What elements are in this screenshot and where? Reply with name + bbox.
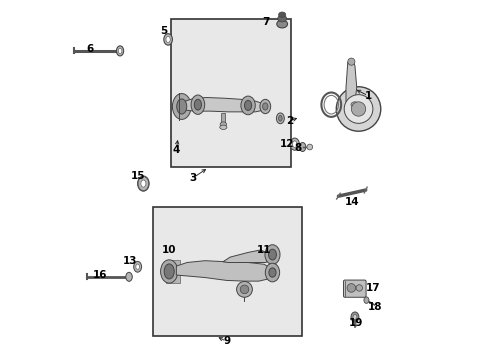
Ellipse shape	[136, 264, 139, 270]
Ellipse shape	[265, 263, 279, 282]
Ellipse shape	[191, 95, 204, 114]
Text: 5: 5	[160, 26, 167, 36]
Text: 19: 19	[348, 319, 362, 328]
Bar	[166, 260, 180, 283]
Circle shape	[351, 102, 365, 116]
Ellipse shape	[244, 100, 251, 111]
Polygon shape	[176, 261, 273, 281]
Text: 18: 18	[367, 302, 382, 312]
Circle shape	[306, 144, 312, 150]
Circle shape	[347, 58, 354, 65]
Ellipse shape	[278, 116, 282, 121]
Ellipse shape	[264, 245, 280, 265]
Text: 4: 4	[172, 144, 180, 154]
Ellipse shape	[165, 36, 170, 42]
Bar	[221, 113, 225, 123]
Text: 11: 11	[257, 245, 271, 255]
Text: 1: 1	[364, 91, 371, 101]
Circle shape	[344, 95, 372, 123]
Ellipse shape	[262, 103, 267, 110]
Circle shape	[336, 87, 380, 131]
Ellipse shape	[350, 312, 358, 322]
Ellipse shape	[350, 102, 358, 108]
Ellipse shape	[276, 20, 287, 28]
Text: 16: 16	[93, 270, 107, 280]
Ellipse shape	[176, 99, 186, 114]
Ellipse shape	[160, 260, 178, 283]
Ellipse shape	[133, 261, 142, 272]
Polygon shape	[346, 60, 356, 102]
Text: 12: 12	[279, 139, 293, 149]
Text: 9: 9	[223, 336, 230, 346]
Ellipse shape	[219, 125, 226, 130]
Ellipse shape	[116, 46, 123, 56]
Ellipse shape	[172, 94, 191, 120]
Ellipse shape	[118, 48, 122, 54]
Ellipse shape	[363, 297, 368, 303]
Ellipse shape	[299, 143, 305, 152]
Text: 7: 7	[262, 17, 269, 27]
Polygon shape	[223, 250, 271, 262]
FancyBboxPatch shape	[343, 280, 366, 297]
Bar	[171, 19, 290, 167]
Ellipse shape	[163, 34, 172, 45]
Ellipse shape	[141, 180, 145, 187]
Text: 17: 17	[366, 283, 380, 293]
Circle shape	[236, 282, 252, 297]
Ellipse shape	[292, 141, 296, 147]
Text: 2: 2	[285, 116, 292, 126]
Ellipse shape	[277, 15, 286, 22]
Ellipse shape	[260, 99, 270, 114]
Ellipse shape	[164, 264, 174, 279]
Bar	[153, 207, 301, 336]
Polygon shape	[185, 98, 265, 112]
Ellipse shape	[241, 96, 255, 115]
Circle shape	[355, 285, 362, 291]
Text: 14: 14	[344, 197, 359, 207]
Text: 10: 10	[162, 245, 176, 255]
Ellipse shape	[278, 12, 285, 17]
Ellipse shape	[276, 113, 284, 124]
Ellipse shape	[352, 315, 356, 319]
Ellipse shape	[125, 273, 132, 281]
Text: 8: 8	[294, 143, 301, 153]
Text: 3: 3	[188, 173, 196, 183]
Circle shape	[346, 284, 355, 292]
Ellipse shape	[137, 176, 149, 191]
Ellipse shape	[194, 99, 201, 110]
Ellipse shape	[289, 138, 299, 150]
Ellipse shape	[220, 122, 226, 127]
Text: 15: 15	[130, 171, 144, 181]
Ellipse shape	[268, 268, 276, 277]
Ellipse shape	[268, 249, 276, 260]
Circle shape	[240, 285, 248, 294]
Text: 13: 13	[122, 256, 137, 266]
Text: 6: 6	[86, 44, 94, 54]
